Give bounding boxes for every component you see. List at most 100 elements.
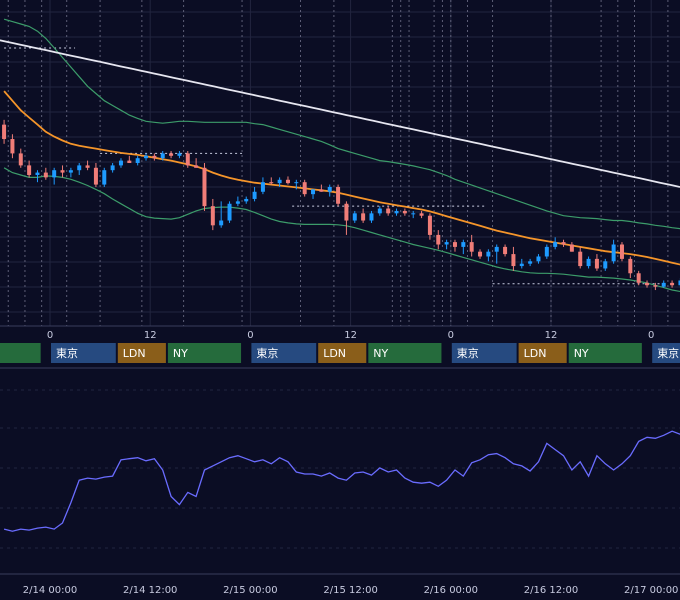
session-label: LDN: [323, 347, 346, 360]
date-tick-label: 2/14 12:00: [123, 585, 177, 596]
candle-body: [235, 201, 240, 204]
candle-body: [210, 206, 215, 226]
candle: [219, 201, 224, 228]
hour-tick-label: 12: [144, 330, 157, 341]
candle: [60, 165, 65, 178]
candle-body: [569, 244, 574, 252]
candle-body: [260, 182, 265, 192]
candle: [411, 210, 416, 219]
date-tick-label: 2/16 12:00: [524, 585, 578, 596]
candle-body: [85, 165, 90, 168]
candle: [27, 160, 32, 178]
candle-body: [244, 198, 249, 202]
candle: [144, 153, 149, 161]
candle-body: [102, 170, 107, 185]
candle-body: [553, 242, 558, 247]
candle: [285, 176, 290, 185]
candle: [478, 249, 483, 259]
candle-body: [486, 251, 491, 257]
candle: [436, 230, 441, 250]
candle: [619, 242, 624, 262]
candle: [110, 163, 115, 173]
candle-body: [10, 139, 15, 154]
candle-body: [519, 263, 524, 267]
candle: [402, 208, 407, 216]
candle: [52, 167, 57, 185]
candle-body: [18, 153, 23, 166]
candle: [519, 258, 524, 269]
candle-body: [127, 160, 132, 163]
candle-body: [561, 242, 566, 245]
date-tick-label: 2/14 00:00: [23, 585, 77, 596]
session-label: 東京: [56, 346, 78, 360]
candle-body: [302, 182, 307, 195]
candle: [319, 184, 324, 192]
price-pane[interactable]: [0, 0, 680, 326]
session-divider-lines: [7, 0, 669, 326]
candle-body: [394, 210, 399, 214]
bollinger-upper: [3, 18, 680, 230]
candle: [561, 239, 566, 247]
candle-body: [494, 246, 499, 252]
date-tick-label: 2/15 00:00: [223, 585, 277, 596]
candle-body: [336, 186, 341, 204]
hour-tick-label: 0: [247, 330, 253, 341]
candle-body: [402, 210, 407, 214]
candle: [369, 210, 374, 223]
candle: [594, 254, 599, 271]
candle: [135, 155, 140, 166]
candle: [77, 163, 82, 175]
candle-body: [678, 280, 680, 286]
hour-tick-label: 0: [448, 330, 454, 341]
candle-body: [277, 179, 282, 184]
candle: [494, 244, 499, 264]
session-block: [167, 343, 242, 363]
candle-body: [603, 261, 608, 269]
candle: [177, 151, 182, 159]
candle: [294, 179, 299, 190]
candle: [85, 160, 90, 171]
candle-body: [411, 213, 416, 215]
candle-body: [369, 213, 374, 221]
session-label: NY: [574, 347, 589, 360]
candle-body: [469, 242, 474, 252]
candle: [645, 280, 650, 288]
candle-body: [377, 208, 382, 214]
candlesticks: [2, 119, 680, 291]
session-block: [117, 343, 166, 363]
candle-body: [152, 155, 157, 159]
candle: [336, 184, 341, 207]
candle: [361, 208, 366, 223]
candle-body: [202, 167, 207, 207]
candle: [628, 256, 633, 279]
candle-body: [2, 124, 7, 140]
candle-body: [327, 186, 332, 192]
candle: [544, 244, 549, 259]
candle-body: [185, 153, 190, 166]
candle-body: [169, 153, 174, 156]
session-label: 東京: [256, 346, 278, 360]
candle-body: [594, 258, 599, 269]
candle: [2, 119, 7, 144]
candle-body: [285, 179, 290, 184]
candle: [578, 246, 583, 269]
session-block: [51, 343, 116, 363]
candle: [419, 210, 424, 219]
candle: [118, 158, 123, 168]
candle-body: [110, 165, 115, 171]
candle: [569, 242, 574, 252]
candle: [469, 234, 474, 257]
candle: [102, 167, 107, 187]
indicator-pane[interactable]: [0, 389, 680, 549]
candle: [269, 177, 274, 185]
candle-body: [619, 244, 624, 259]
candle: [394, 208, 399, 216]
candle: [503, 244, 508, 257]
candle: [68, 167, 73, 178]
candle: [35, 170, 40, 183]
hour-tick-label: 0: [648, 330, 654, 341]
candle-body: [452, 242, 457, 247]
candle-body: [661, 282, 666, 287]
candle: [18, 148, 23, 168]
